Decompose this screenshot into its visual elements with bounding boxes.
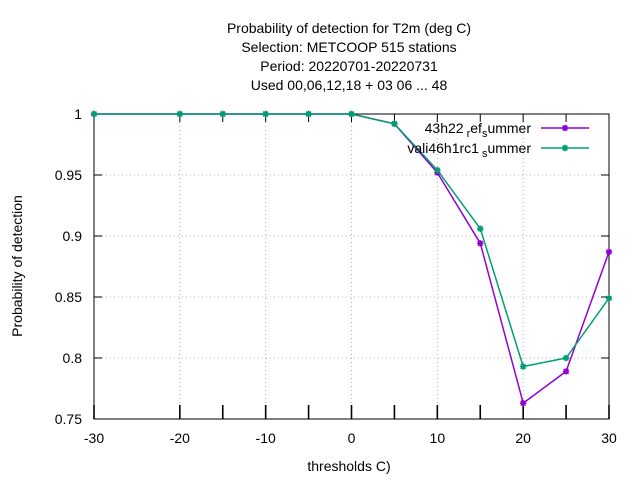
data-point-marker: [90, 110, 98, 118]
y-tick-label: 0.85: [55, 289, 82, 305]
data-point-marker: [605, 295, 613, 302]
y-tick-label: 0.8: [63, 350, 83, 366]
y-tick-label: 1: [74, 106, 82, 122]
data-point-marker: [219, 110, 226, 118]
x-tick-label: -10: [256, 430, 276, 446]
data-point-marker: [519, 363, 527, 370]
grid-lines: [94, 114, 609, 419]
tick-labels: 1 0.95 0.9 0.85 0.8 0.75-30 -20 -10 0 10 20 30: [55, 106, 617, 446]
legend: 43h22 refsummer vali46h1rc1 summer: [407, 120, 589, 160]
y-tick-label: 0.75: [55, 411, 82, 427]
title-line-4: Used 00,06,12,18 + 03 06 ... 48: [251, 77, 448, 93]
data-point-marker: [477, 225, 484, 232]
y-axis-label: Probability of detection: [9, 195, 25, 337]
legend-marker-1: [561, 124, 569, 132]
legend-marker-2: [561, 144, 569, 152]
y-tick-label: 0.95: [55, 167, 82, 183]
data-point-marker: [391, 120, 398, 127]
y-tick-label: 0.9: [63, 228, 83, 244]
legend-label-2: vali46h1rc1 summer: [407, 140, 531, 160]
data-point-marker: [519, 399, 527, 407]
x-tick-label: 0: [348, 430, 356, 446]
data-point-marker: [562, 354, 570, 362]
legend-entry-2: vali46h1rc1 summer: [407, 140, 589, 160]
legend-entry-1: 43h22 refsummer: [425, 120, 589, 140]
x-tick-label: 10: [430, 430, 446, 446]
data-point-marker: [305, 110, 312, 118]
series-layer: [90, 110, 613, 407]
x-tick-label: 20: [515, 430, 531, 446]
x-axis-label: thresholds C): [307, 458, 390, 474]
title-line-1: Probability of detection for T2m (deg C): [227, 20, 471, 36]
data-point-marker: [262, 110, 269, 118]
title-line-2: Selection: METCOOP 515 stations: [241, 39, 456, 55]
data-point-marker: [176, 110, 184, 118]
x-tick-label: 30: [601, 430, 617, 446]
data-point-marker: [477, 240, 484, 247]
title-line-3: Period: 20220701-20220731: [260, 58, 438, 74]
data-point-marker: [562, 368, 570, 375]
chart-title: Probability of detection for T2m (deg C)…: [227, 20, 471, 93]
legend-label-1: 43h22 refsummer: [425, 120, 532, 140]
series-line-2: [94, 113, 610, 368]
data-point-marker: [434, 166, 441, 174]
series-2: [90, 110, 613, 370]
x-tick-label: -30: [84, 430, 104, 446]
data-point-marker: [605, 248, 613, 256]
x-tick-label: -20: [170, 430, 190, 446]
data-point-marker: [348, 110, 355, 118]
